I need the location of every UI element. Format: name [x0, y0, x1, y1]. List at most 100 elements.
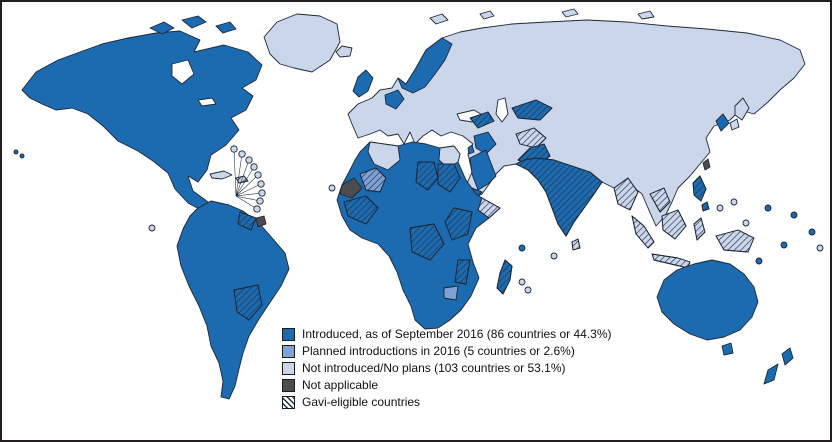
region-taiwan — [702, 158, 711, 171]
region-egypt — [438, 145, 461, 169]
region-galapagos — [148, 224, 156, 232]
region-hawaii-1 — [13, 149, 19, 155]
legend-swatch — [282, 328, 295, 341]
region-caribbean-island-7 — [258, 189, 266, 197]
region-scandinavia — [397, 37, 453, 94]
legend: Introduced, as of September 2016 (86 cou… — [282, 328, 612, 409]
region-japan — [729, 97, 750, 131]
region-bolivia-gavi-hatch — [233, 284, 263, 321]
region-algeria — [367, 141, 401, 171]
region-pacific-island-6 — [742, 219, 750, 227]
region-caribbean-island-1 — [230, 145, 238, 153]
region-caribbean-island-2 — [238, 150, 246, 158]
region-caucasus-gavi-hatch — [469, 111, 495, 129]
region-drc-gavi-hatch — [409, 223, 445, 261]
region-sulawesi-gavi-hatch — [693, 217, 706, 241]
region-saudi-arabia — [469, 149, 497, 191]
region-pacific-island-7 — [816, 244, 824, 252]
region-pacific-island-4 — [780, 241, 788, 249]
region-indian-ocean-island-3 — [524, 286, 532, 294]
region-new-guinea-gavi-hatch — [715, 229, 755, 253]
region-australia — [656, 259, 759, 341]
region-pacific-island-9 — [730, 198, 738, 206]
region-israel — [467, 144, 475, 155]
legend-swatch — [282, 379, 295, 392]
region-myanmar-gavi-hatch — [613, 177, 639, 211]
region-hudson-bay — [171, 59, 195, 85]
region-germany — [384, 89, 405, 110]
region-caribbean-island-8 — [256, 197, 264, 205]
region-new-siberian — [637, 10, 655, 20]
region-pacific-island-2 — [790, 211, 798, 219]
region-caspian-sea — [495, 97, 509, 123]
region-severnaya — [561, 8, 579, 18]
region-new-zealand — [763, 347, 794, 385]
region-french-guiana — [255, 215, 267, 228]
region-great-lakes — [197, 97, 217, 107]
region-java-gavi-hatch — [651, 253, 691, 269]
region-canadian-arctic-1 — [149, 21, 175, 35]
region-afghanistan-gavi-hatch — [515, 127, 547, 149]
region-madagascar-gavi-hatch — [496, 259, 513, 295]
region-pacific-island-3 — [808, 228, 816, 236]
region-zimbabwe — [443, 285, 459, 301]
legend-item: Planned introductions in 2016 (5 countri… — [282, 345, 612, 358]
region-greenland — [263, 13, 341, 73]
region-canadian-arctic-3 — [215, 21, 237, 34]
region-caribbean-island-6 — [257, 180, 265, 188]
region-india-gavi-hatch — [515, 157, 603, 237]
region-pacific-island-5 — [755, 257, 763, 265]
legend-label: Not introduced/No plans (103 countries o… — [302, 361, 566, 375]
region-caribbean-island-3 — [245, 156, 253, 164]
legend-item: Not applicable — [282, 379, 612, 392]
region-sudan-gavi-hatch — [437, 163, 461, 193]
legend-item: Introduced, as of September 2016 (86 cou… — [282, 328, 612, 341]
legend-swatch — [282, 362, 295, 375]
region-indian-ocean-island-1 — [518, 244, 526, 252]
region-south-america — [176, 200, 290, 400]
region-eurasia — [347, 19, 806, 237]
region-guyana-gavi-hatch — [237, 211, 257, 231]
region-caribbean-island-5 — [254, 171, 262, 179]
region-caribbean-island-9 — [253, 205, 261, 213]
region-tasmania — [721, 342, 734, 356]
region-hawaii-2 — [19, 153, 25, 159]
region-svalbard — [429, 13, 449, 25]
legend-swatch — [282, 345, 295, 358]
region-north-america — [21, 30, 263, 212]
region-indochina-gavi-hatch — [649, 187, 671, 213]
region-west-africa-gavi-hatch — [343, 195, 379, 225]
region-east-africa-gavi-hatch — [444, 207, 473, 241]
legend-item: Not introduced/No plans (103 countries o… — [282, 362, 612, 375]
region-mozambique-gavi-hatch — [454, 259, 471, 285]
region-korea — [715, 113, 730, 132]
region-pacific-island-1 — [764, 204, 772, 212]
legend-label: Gavi-eligible countries — [302, 395, 421, 409]
region-canadian-arctic-2 — [181, 15, 207, 29]
region-sumatra-gavi-hatch — [631, 215, 655, 249]
region-indian-ocean-island-2 — [518, 278, 526, 286]
region-cape-verde — [328, 184, 336, 192]
region-caribbean-island-4 — [250, 163, 258, 171]
region-chad-gavi-hatch — [415, 161, 439, 191]
legend-label: Not applicable — [302, 378, 379, 392]
region-mali-gavi-hatch — [359, 167, 387, 193]
region-sri-lanka-gavi-hatch — [571, 238, 581, 251]
region-british-isles — [352, 69, 374, 98]
legend-item: Gavi-eligible countries — [282, 396, 612, 409]
region-uzbekistan-gavi-hatch — [511, 99, 553, 121]
region-pacific-island-8 — [716, 204, 724, 212]
region-franz-josef — [479, 10, 495, 20]
region-somalia-gavi-hatch — [477, 197, 501, 219]
region-philippines-gavi-hatch — [692, 175, 710, 212]
region-borneo-gavi-hatch — [661, 209, 687, 240]
legend-label: Planned introductions in 2016 (5 countri… — [302, 344, 575, 358]
legend-swatch-hatched — [282, 396, 295, 409]
region-iceland — [335, 45, 353, 58]
legend-label: Introduced, as of September 2016 (86 cou… — [302, 327, 612, 341]
region-western-sahara — [339, 177, 363, 199]
region-cuba — [209, 170, 233, 180]
caribbean-leader-lines — [233, 148, 263, 210]
